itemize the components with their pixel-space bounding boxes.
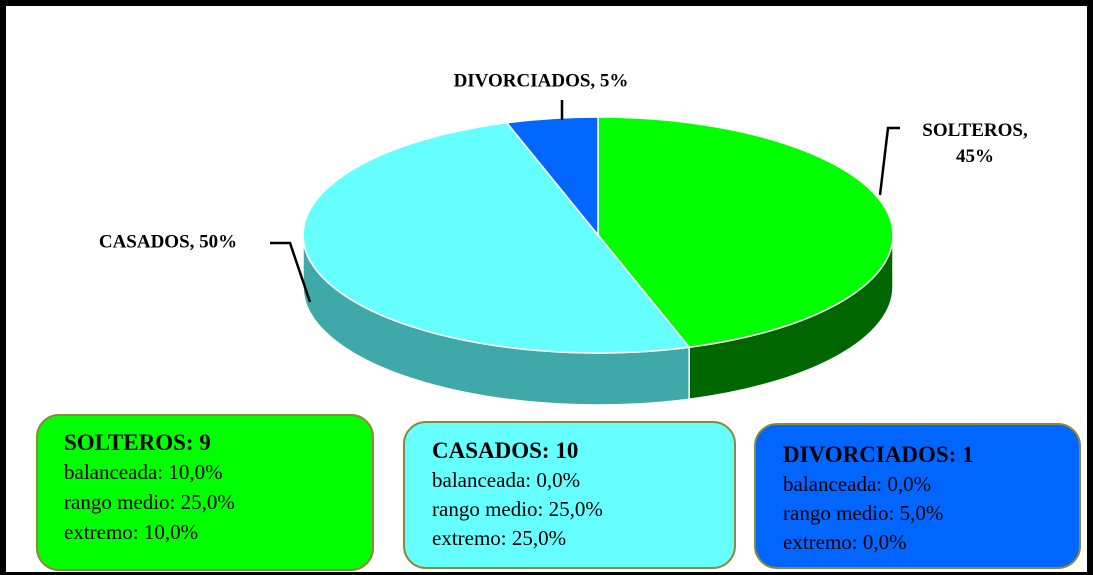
info-box: DIVORCIADOS: 1 balanceada: 0,0% rango me…: [754, 423, 1081, 569]
leader-line: [878, 126, 900, 196]
pie-slice: [505, 116, 599, 238]
label-line: SOLTEROS,: [922, 120, 1028, 141]
info-box: SOLTEROS: 9 balanceada: 10,0% rango medi…: [36, 414, 374, 571]
data-label: SOLTEROS, 45%: [922, 120, 1028, 167]
pie-slice: [597, 116, 894, 349]
box-title: CASADOS: 10: [432, 438, 578, 463]
data-label: DIVORCIADOS, 5%: [454, 70, 629, 91]
box: [754, 423, 1081, 569]
pie-slice: [302, 121, 691, 354]
info-box: CASADOS: 10 balanceada: 0,0% rango medio…: [403, 421, 736, 569]
box-title: DIVORCIADOS: 1: [783, 442, 974, 467]
box: [403, 421, 736, 569]
data-label: CASADOS, 50%: [99, 231, 237, 252]
box-line: rango medio: 5,0%: [783, 501, 943, 525]
box-line: extremo: 10,0%: [64, 520, 198, 544]
box-line: extremo: 0,0%: [783, 530, 907, 554]
box: [36, 414, 374, 571]
box-line: balanceada: 10,0%: [64, 460, 223, 484]
labels: SOLTEROS, 45% CASADOS, 50% DIVORCIADOS, 5%: [99, 70, 1028, 252]
box-line: rango medio: 25,0%: [64, 490, 235, 514]
box-title: SOLTEROS: 9: [64, 430, 211, 455]
box-line: balanceada: 0,0%: [432, 468, 580, 492]
leader-line: [270, 241, 312, 303]
box-line: extremo: 25,0%: [432, 526, 566, 550]
box-line: balanceada: 0,0%: [783, 472, 931, 496]
box-line: rango medio: 25,0%: [432, 497, 603, 521]
pie: [302, 116, 894, 406]
label-line: 45%: [956, 146, 994, 167]
